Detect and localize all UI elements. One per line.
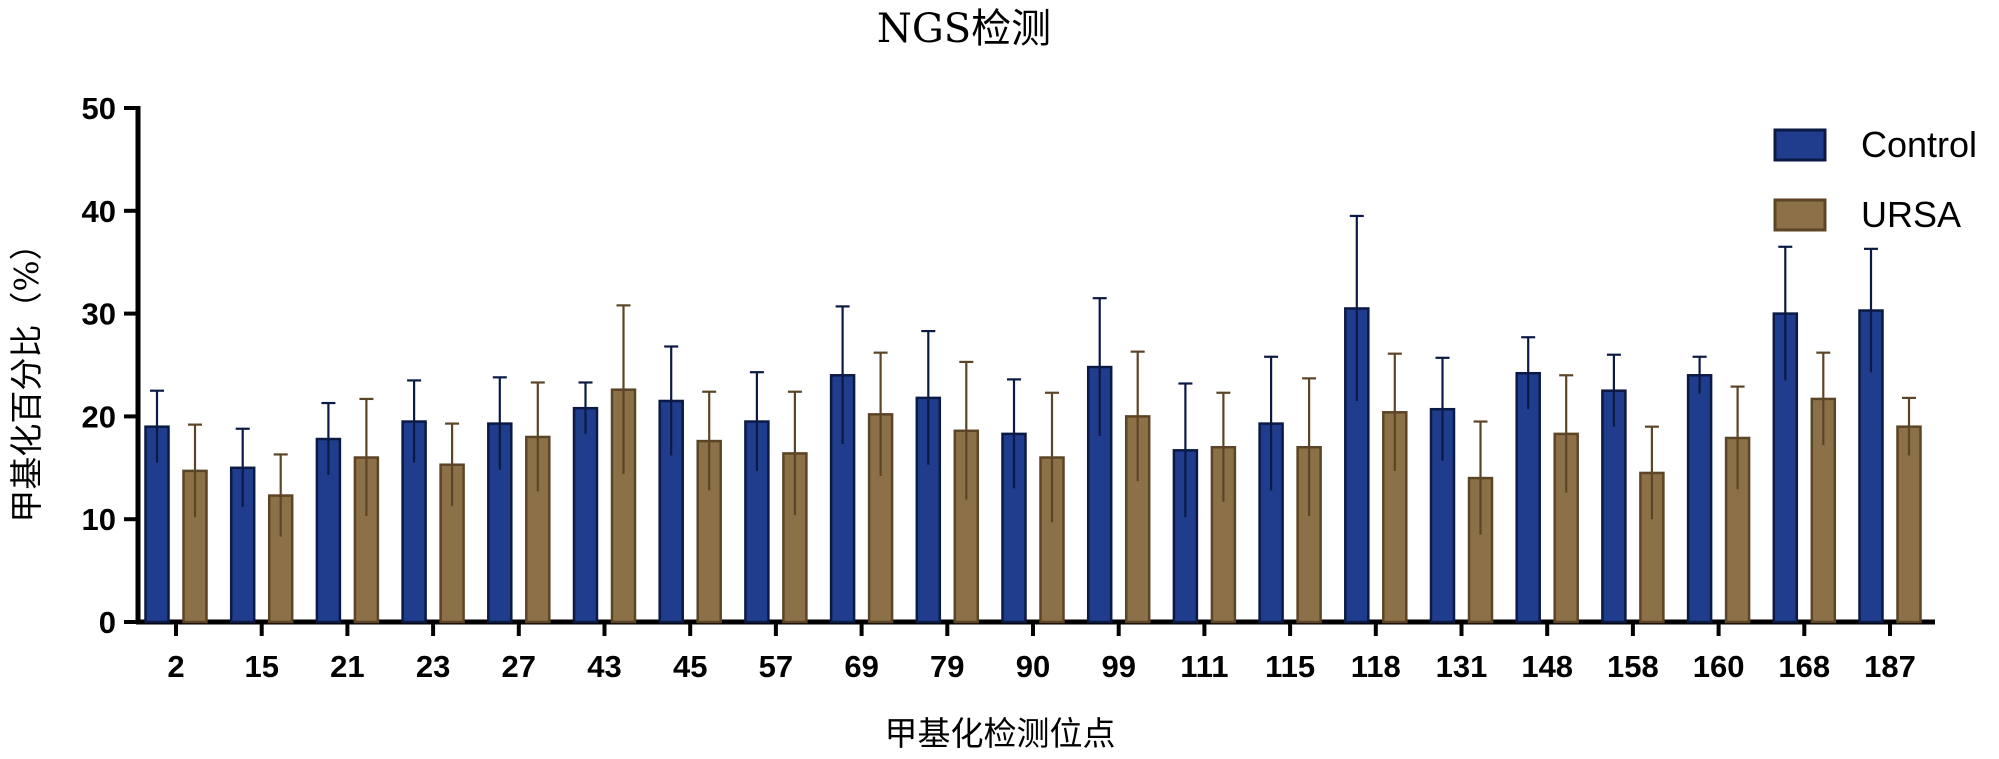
x-axis-label: 甲基化检测位点 [885,714,1116,753]
plot-area: 0 10 20 30 40 50 2 15 21 23 27 43 45 57 69 79 90 99 111 115… [82,91,1935,684]
legend-label-control: Control [1861,124,1977,165]
x-tick-label: 15 [244,649,278,684]
bar-ursa-187 [1896,425,1922,624]
x-tick-label: 79 [930,649,964,684]
x-tick-label: 27 [502,649,536,684]
x-tick-label: 43 [587,649,621,684]
y-tick-label: 10 [82,502,116,537]
x-tick-label: 99 [1101,649,1135,684]
x-tick-label: 168 [1778,649,1830,684]
y-tick-label: 40 [82,194,116,229]
chart-title: NGS检测 [877,6,1051,52]
y-axis-label: 甲基化百分比（%） [7,227,46,522]
x-tick-label: 45 [673,649,707,684]
bar-control-43 [572,406,599,624]
x-tick-label: 118 [1351,649,1401,684]
x-tick-label: 131 [1436,649,1488,684]
y-tick-label: 50 [82,91,116,126]
x-tick-label: 57 [759,649,793,684]
x-tick-label: 23 [416,649,450,684]
x-tick-label: 187 [1864,649,1916,684]
x-tick-label: 115 [1265,649,1315,684]
x-tick-label: 158 [1607,649,1659,684]
legend-swatch-control [1773,128,1827,162]
y-axis-label-group: 甲基化百分比（%） [7,227,46,522]
x-tick-label: 21 [330,649,364,684]
x-tick-label: 2 [167,649,184,684]
y-tick-label: 30 [82,297,116,332]
y-tick-label: 20 [82,399,116,434]
legend-label-ursa: URSA [1861,194,1961,235]
x-tick-label: 160 [1693,649,1745,684]
x-tick-label: 148 [1521,649,1573,684]
x-tick-label: 90 [1016,649,1050,684]
x-tick-label: 111 [1180,649,1228,684]
bar-control-160 [1686,374,1713,624]
y-tick-label: 0 [99,605,116,640]
x-tick-label: 69 [844,649,878,684]
legend-swatch-ursa [1773,198,1827,232]
bar-control-148 [1515,371,1541,624]
legend: Control URSA [1773,124,1977,235]
